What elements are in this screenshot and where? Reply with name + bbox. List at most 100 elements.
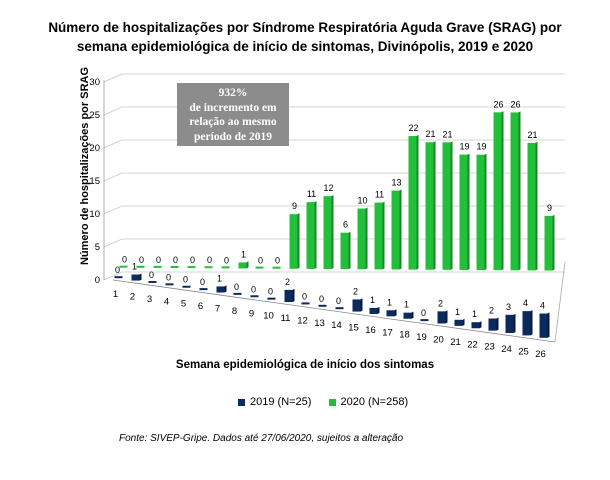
bar-2020 [153, 265, 162, 268]
bar-2020-side [416, 135, 419, 270]
bar-2020 [187, 266, 196, 269]
bar-2019 [352, 299, 361, 312]
bar-2020-side [331, 195, 334, 270]
bar-2019 [488, 318, 497, 331]
data-label-2020: 19 [459, 142, 469, 152]
x-tick-label: 6 [198, 301, 203, 312]
bar-2020 [306, 202, 315, 269]
bar-2019 [114, 276, 123, 279]
x-tick-label: 8 [232, 306, 237, 317]
bar-2020-side [246, 261, 249, 269]
data-label-2019: 0 [149, 270, 154, 280]
y-tick-label: 30 [89, 77, 100, 88]
bar-2019-side [394, 309, 397, 317]
y-tick-label: 15 [89, 176, 100, 187]
data-label-2019: 0 [200, 277, 205, 287]
x-tick-label: 13 [314, 318, 325, 329]
data-label-2019: 1 [404, 300, 409, 310]
data-label-2020: 1 [241, 249, 246, 259]
bar-2020 [391, 190, 400, 270]
gridline-side [103, 73, 123, 83]
bar-2019-side [547, 312, 550, 338]
bar-2019 [403, 312, 412, 319]
data-label-2020: 12 [323, 183, 333, 193]
data-label-2019: 3 [506, 302, 511, 312]
x-tick-label: 5 [181, 299, 186, 310]
x-tick-label: 25 [518, 346, 529, 357]
bar-2020-side [382, 201, 385, 270]
bar-2020 [255, 266, 264, 269]
data-label-2020: 0 [156, 255, 161, 265]
bar-2020-side [450, 141, 453, 270]
bar-2020-side [314, 201, 317, 269]
bar-2019 [131, 274, 140, 281]
gridline-side [103, 238, 123, 248]
bar-2019 [318, 304, 327, 307]
data-label-2019: 0 [115, 265, 120, 275]
data-label-2020: 9 [547, 203, 552, 213]
bar-2019 [471, 322, 480, 329]
x-tick-label: 12 [297, 315, 308, 326]
y-tick-label: 20 [89, 143, 100, 154]
data-label-2019: 1 [217, 273, 222, 283]
bar-2019 [165, 283, 174, 286]
bar-2020-side [467, 153, 470, 270]
bar-2020-side [484, 153, 487, 271]
bar-2019-side [496, 317, 499, 331]
bar-2020 [510, 112, 519, 271]
gridline-side [103, 205, 123, 215]
data-label-2019: 2 [438, 298, 443, 308]
annotation-line-1: 932% [218, 87, 248, 99]
data-label-2019: 0 [234, 282, 239, 292]
annotation-line-4: período de 2019 [194, 130, 272, 143]
chart-title-line-2: semana epidemiológica de início de sinto… [76, 39, 534, 54]
data-label-2019: 4 [523, 298, 528, 308]
x-tick-label: 26 [535, 349, 546, 360]
x-tick-label: 7 [215, 304, 220, 315]
x-tick-label: 1 [113, 289, 118, 300]
data-labels: 0001000000000110000092110120601021111312… [115, 99, 552, 319]
bar-2020 [119, 265, 128, 268]
x-tick-label: 20 [433, 335, 444, 346]
bar-2019 [420, 319, 429, 322]
data-label-2019: 0 [166, 272, 171, 282]
bar-2019 [216, 286, 225, 293]
data-label-2019: 0 [319, 294, 324, 304]
x-tick-label: 4 [164, 296, 169, 307]
bar-2019 [539, 313, 548, 338]
data-label-2019: 0 [268, 287, 273, 297]
legend: 2019 (N=25) 2020 (N=258) [238, 396, 422, 409]
x-tick-label: 24 [501, 344, 512, 355]
y-tick-label: 0 [95, 275, 100, 286]
bar-2020-side [501, 111, 504, 271]
data-label-2020: 26 [510, 99, 520, 109]
data-label-2019: 1 [472, 309, 477, 319]
bar-2020 [476, 154, 485, 271]
x-tick-label: 21 [450, 337, 461, 348]
data-label-2020: 0 [173, 255, 178, 265]
x-tick-label: 10 [263, 311, 274, 322]
annotation-line-2: de incremento em [189, 101, 277, 114]
bar-2019-side [479, 321, 482, 329]
bar-2019 [522, 311, 531, 336]
y-tick-label: 5 [95, 242, 100, 253]
x-tick-label: 16 [365, 325, 376, 336]
data-label-2020: 6 [343, 220, 348, 230]
x-tick-label: 23 [484, 342, 495, 353]
bar-2020-side [399, 189, 402, 270]
data-label-2020: 11 [307, 189, 316, 199]
bar-2019 [369, 307, 378, 314]
x-tick-label: 15 [348, 323, 359, 334]
data-label-2020: 10 [357, 196, 367, 206]
y-tick-label: 10 [89, 209, 100, 220]
legend-item-2019: 2019 (N=25) [238, 396, 311, 408]
data-label-2019: 0 [183, 275, 188, 285]
data-label-2019: 0 [421, 308, 426, 318]
bar-2020 [357, 208, 366, 270]
x-tick-label: 22 [467, 339, 478, 350]
data-label-2020: 11 [375, 190, 384, 200]
data-label-2020: 26 [493, 99, 503, 109]
bar-2020-side [365, 207, 368, 270]
bar-2019-side [462, 318, 465, 326]
